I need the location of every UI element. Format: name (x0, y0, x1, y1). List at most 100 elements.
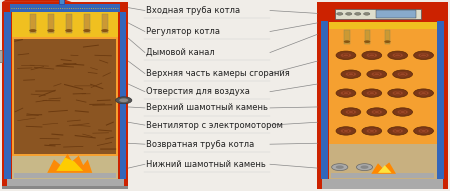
FancyBboxPatch shape (102, 14, 108, 33)
Circle shape (355, 13, 361, 15)
Circle shape (371, 110, 382, 114)
Circle shape (388, 51, 408, 60)
Circle shape (346, 72, 356, 77)
Circle shape (362, 51, 382, 60)
Circle shape (366, 129, 377, 133)
FancyBboxPatch shape (328, 29, 436, 179)
FancyBboxPatch shape (322, 179, 443, 189)
Circle shape (414, 89, 433, 97)
FancyBboxPatch shape (2, 2, 128, 189)
Circle shape (367, 108, 387, 116)
Circle shape (392, 129, 403, 133)
Text: Дымовой канал: Дымовой канал (146, 48, 215, 57)
Circle shape (414, 51, 433, 60)
FancyBboxPatch shape (321, 21, 328, 179)
Polygon shape (2, 0, 72, 2)
Circle shape (392, 91, 403, 96)
FancyBboxPatch shape (328, 22, 436, 29)
FancyBboxPatch shape (364, 30, 370, 44)
Circle shape (336, 127, 356, 135)
Circle shape (388, 127, 408, 135)
Circle shape (116, 97, 132, 104)
Circle shape (367, 70, 387, 78)
FancyBboxPatch shape (120, 12, 126, 179)
Circle shape (397, 72, 408, 77)
Circle shape (356, 164, 373, 171)
FancyBboxPatch shape (328, 144, 436, 179)
FancyBboxPatch shape (376, 10, 416, 18)
Circle shape (29, 29, 36, 32)
FancyBboxPatch shape (59, 0, 64, 4)
Circle shape (384, 40, 391, 43)
FancyBboxPatch shape (385, 30, 390, 44)
FancyBboxPatch shape (322, 3, 443, 21)
Text: Регулятор котла: Регулятор котла (146, 27, 220, 36)
Circle shape (360, 165, 369, 169)
Circle shape (393, 108, 413, 116)
Circle shape (341, 129, 351, 133)
FancyBboxPatch shape (14, 39, 116, 154)
Circle shape (341, 108, 361, 116)
FancyBboxPatch shape (14, 173, 116, 178)
Polygon shape (371, 162, 396, 174)
Circle shape (418, 129, 429, 133)
Circle shape (346, 110, 356, 114)
Circle shape (337, 13, 343, 15)
Text: Отверстия для воздуха: Отверстия для воздуха (146, 87, 250, 96)
Circle shape (344, 40, 350, 43)
FancyBboxPatch shape (84, 14, 90, 33)
Circle shape (393, 70, 413, 78)
Circle shape (119, 98, 128, 102)
Text: Верхняя часть камеры сгорания: Верхняя часть камеры сгорания (146, 69, 290, 78)
Circle shape (364, 13, 370, 15)
FancyBboxPatch shape (4, 12, 11, 179)
FancyBboxPatch shape (344, 30, 350, 44)
Circle shape (364, 40, 370, 43)
Text: Входная труба котла: Входная труба котла (146, 6, 240, 15)
Circle shape (336, 89, 356, 97)
FancyBboxPatch shape (437, 21, 444, 179)
FancyBboxPatch shape (331, 173, 434, 178)
Polygon shape (378, 165, 392, 173)
Circle shape (332, 164, 348, 171)
Polygon shape (47, 154, 92, 173)
Circle shape (341, 53, 351, 58)
FancyBboxPatch shape (317, 2, 448, 189)
FancyBboxPatch shape (335, 9, 421, 19)
Circle shape (414, 127, 433, 135)
Circle shape (341, 91, 351, 96)
FancyBboxPatch shape (12, 12, 118, 179)
Circle shape (362, 127, 382, 135)
Text: Вентилятор с электромотором: Вентилятор с электромотором (146, 121, 283, 130)
Circle shape (101, 29, 108, 32)
FancyBboxPatch shape (2, 186, 128, 189)
Circle shape (392, 53, 403, 58)
Circle shape (336, 51, 356, 60)
Circle shape (65, 29, 72, 32)
Circle shape (388, 89, 408, 97)
Text: Нижний шамотный камень: Нижний шамотный камень (146, 160, 266, 169)
Circle shape (418, 53, 429, 58)
FancyBboxPatch shape (12, 12, 118, 37)
FancyBboxPatch shape (7, 179, 124, 189)
Polygon shape (56, 158, 83, 171)
FancyBboxPatch shape (30, 14, 36, 33)
Circle shape (341, 70, 361, 78)
Circle shape (366, 91, 377, 96)
Circle shape (366, 53, 377, 58)
Text: Верхний шамотный камень: Верхний шамотный камень (146, 103, 268, 112)
Circle shape (362, 89, 382, 97)
Circle shape (83, 29, 90, 32)
Text: Возвратная труба котла: Возвратная труба котла (146, 140, 255, 149)
Circle shape (336, 165, 344, 169)
FancyBboxPatch shape (48, 14, 54, 33)
Circle shape (47, 29, 54, 32)
FancyBboxPatch shape (12, 156, 118, 179)
FancyBboxPatch shape (10, 4, 120, 12)
Circle shape (418, 91, 429, 96)
Circle shape (371, 72, 382, 77)
Circle shape (346, 13, 352, 15)
Circle shape (397, 110, 408, 114)
FancyBboxPatch shape (66, 14, 72, 33)
FancyBboxPatch shape (0, 50, 2, 62)
